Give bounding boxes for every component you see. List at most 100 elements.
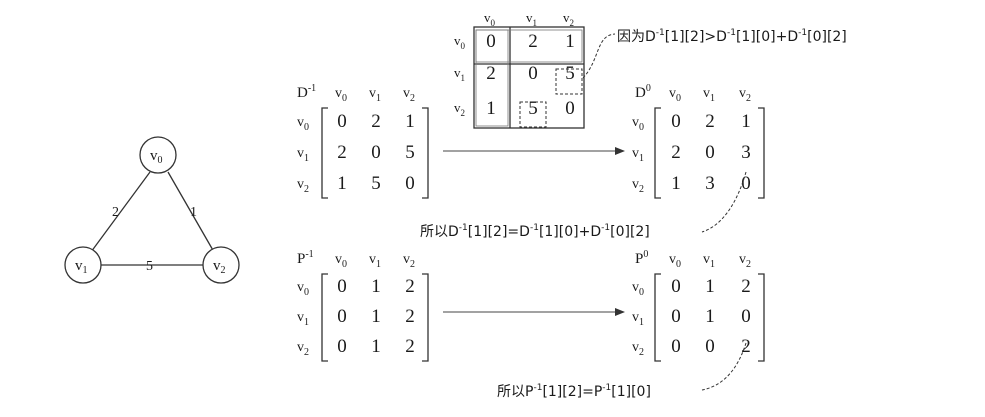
table-cell: 0 — [486, 31, 496, 52]
matrix-cell: 0 — [671, 306, 681, 327]
annotation-so-d: 所以D-1​[1][2]=D-1​[1][0]+D-1​[0][2] — [420, 223, 650, 240]
table-cell: 1 — [486, 98, 496, 119]
matrix-d-initial: D-1 v0 v1 v2 v0 v1 v2 0 2 1 2 0 5 1 5 0 — [297, 83, 429, 199]
left-bracket — [654, 273, 661, 362]
edge-v0-v1 — [90, 171, 151, 253]
matrix-cell: 2 — [671, 142, 681, 163]
edge-weight-v0-v2: 1 — [190, 205, 197, 220]
matrix-cell: 0 — [337, 276, 347, 297]
matrix-cell: 0 — [337, 306, 347, 327]
node-v1: v1 — [64, 246, 102, 284]
annotation-so-p: 所以P-1​[1][2]=P-1​[1][0] — [497, 383, 651, 400]
matrix-cell: 3 — [741, 142, 751, 163]
connector-so-p — [701, 342, 747, 391]
right-bracket — [758, 273, 765, 362]
matrix-cell: 1 — [337, 173, 347, 194]
row-label: v0 — [632, 280, 644, 298]
table-cell: 2 — [528, 31, 538, 52]
column-label: v2 — [563, 10, 574, 28]
table-cell: 2 — [486, 63, 496, 84]
row-label: v1 — [454, 65, 465, 83]
svg-text:v2: v2 — [213, 258, 226, 276]
matrix-name: D0 — [635, 83, 651, 101]
svg-text:v1: v1 — [75, 258, 88, 276]
matrix-cell: 0 — [371, 142, 381, 163]
row-label: v1 — [632, 310, 644, 328]
connector-so-d — [701, 171, 747, 233]
matrix-cell: 0 — [671, 111, 681, 132]
distance-table: v0 v1 v2 v0 v1 v2 0 2 1 2 0 5 1 5 0 — [454, 10, 585, 129]
matrix-cell: 2 — [337, 142, 347, 163]
matrix-cell: 2 — [405, 336, 415, 357]
matrix-cell: 2 — [371, 111, 381, 132]
edge-weight-v1-v2: 5 — [146, 259, 153, 274]
matrix-cell: 0 — [671, 276, 681, 297]
table-cell: 0 — [528, 63, 538, 84]
row-label: v2 — [632, 340, 644, 358]
row-label: v2 — [297, 340, 309, 358]
matrix-cell: 0 — [337, 111, 347, 132]
column-label: v0 — [669, 252, 681, 270]
matrix-cell: 3 — [705, 173, 715, 194]
right-bracket — [422, 107, 429, 199]
matrix-p-initial: P-1 v0 v1 v2 v0 v1 v2 0 1 2 0 1 2 0 1 2 — [297, 249, 429, 362]
matrix-p-result: P0 v0 v1 v2 v0 v1 v2 0 1 2 0 1 0 0 0 2 — [632, 249, 765, 362]
row-v0-highlight — [475, 29, 583, 63]
table-cell: 1 — [565, 31, 575, 52]
matrix-cell: 0 — [705, 336, 715, 357]
column-label: v2 — [403, 252, 415, 270]
row-label: v1 — [297, 310, 309, 328]
matrix-cell: 2 — [405, 306, 415, 327]
matrix-cell: 2 — [405, 276, 415, 297]
matrix-cell: 1 — [371, 306, 381, 327]
row-label: v1 — [632, 146, 644, 164]
matrix-cell: 0 — [405, 173, 415, 194]
column-label: v1 — [369, 86, 381, 104]
matrix-cell: 1 — [671, 173, 681, 194]
matrix-cell: 5 — [405, 142, 415, 163]
row-label: v2 — [454, 100, 465, 118]
matrix-name: P0 — [635, 249, 648, 267]
matrix-cell: 2 — [741, 336, 751, 357]
matrix-cell: 0 — [705, 142, 715, 163]
column-label: v1 — [703, 86, 715, 104]
table-cell: 5 — [565, 63, 575, 84]
matrix-cell: 1 — [371, 276, 381, 297]
column-label: v0 — [335, 252, 347, 270]
column-label: v2 — [403, 86, 415, 104]
matrix-cell: 0 — [741, 306, 751, 327]
column-label: v1 — [703, 252, 715, 270]
column-label: v1 — [526, 10, 537, 28]
column-label: v0 — [335, 86, 347, 104]
row-label: v2 — [297, 177, 309, 195]
table-cell: 5 — [528, 98, 538, 119]
matrix-name: D-1 — [297, 83, 316, 101]
row-label: v0 — [297, 115, 309, 133]
row-label: v1 — [297, 146, 309, 164]
column-label: v2 — [739, 252, 751, 270]
row-label: v0 — [454, 33, 466, 51]
matrix-cell: 0 — [671, 336, 681, 357]
matrix-cell: 1 — [405, 111, 415, 132]
matrix-cell: 0 — [337, 336, 347, 357]
node-v0: v0 — [139, 136, 177, 174]
row-label: v0 — [297, 280, 309, 298]
edge-v0-v2 — [167, 171, 215, 253]
matrix-name: P-1 — [297, 249, 314, 267]
column-label: v1 — [369, 252, 381, 270]
matrix-cell: 1 — [371, 336, 381, 357]
left-bracket — [321, 273, 328, 362]
matrix-cell: 1 — [705, 306, 715, 327]
right-bracket — [422, 273, 429, 362]
row-label: v2 — [632, 177, 644, 195]
matrix-cell: 1 — [741, 111, 751, 132]
right-bracket — [758, 107, 765, 199]
matrix-cell: 5 — [371, 173, 381, 194]
edge-weight-v0-v1: 2 — [112, 205, 119, 220]
column-label: v0 — [669, 86, 681, 104]
annotation-because: 因为D-1​[1][2]>D-1​[1][0]+D-1​[0][2] — [617, 28, 847, 45]
matrix-cell: 1 — [705, 276, 715, 297]
connector-because — [582, 33, 616, 79]
svg-text:v0: v0 — [150, 148, 163, 166]
